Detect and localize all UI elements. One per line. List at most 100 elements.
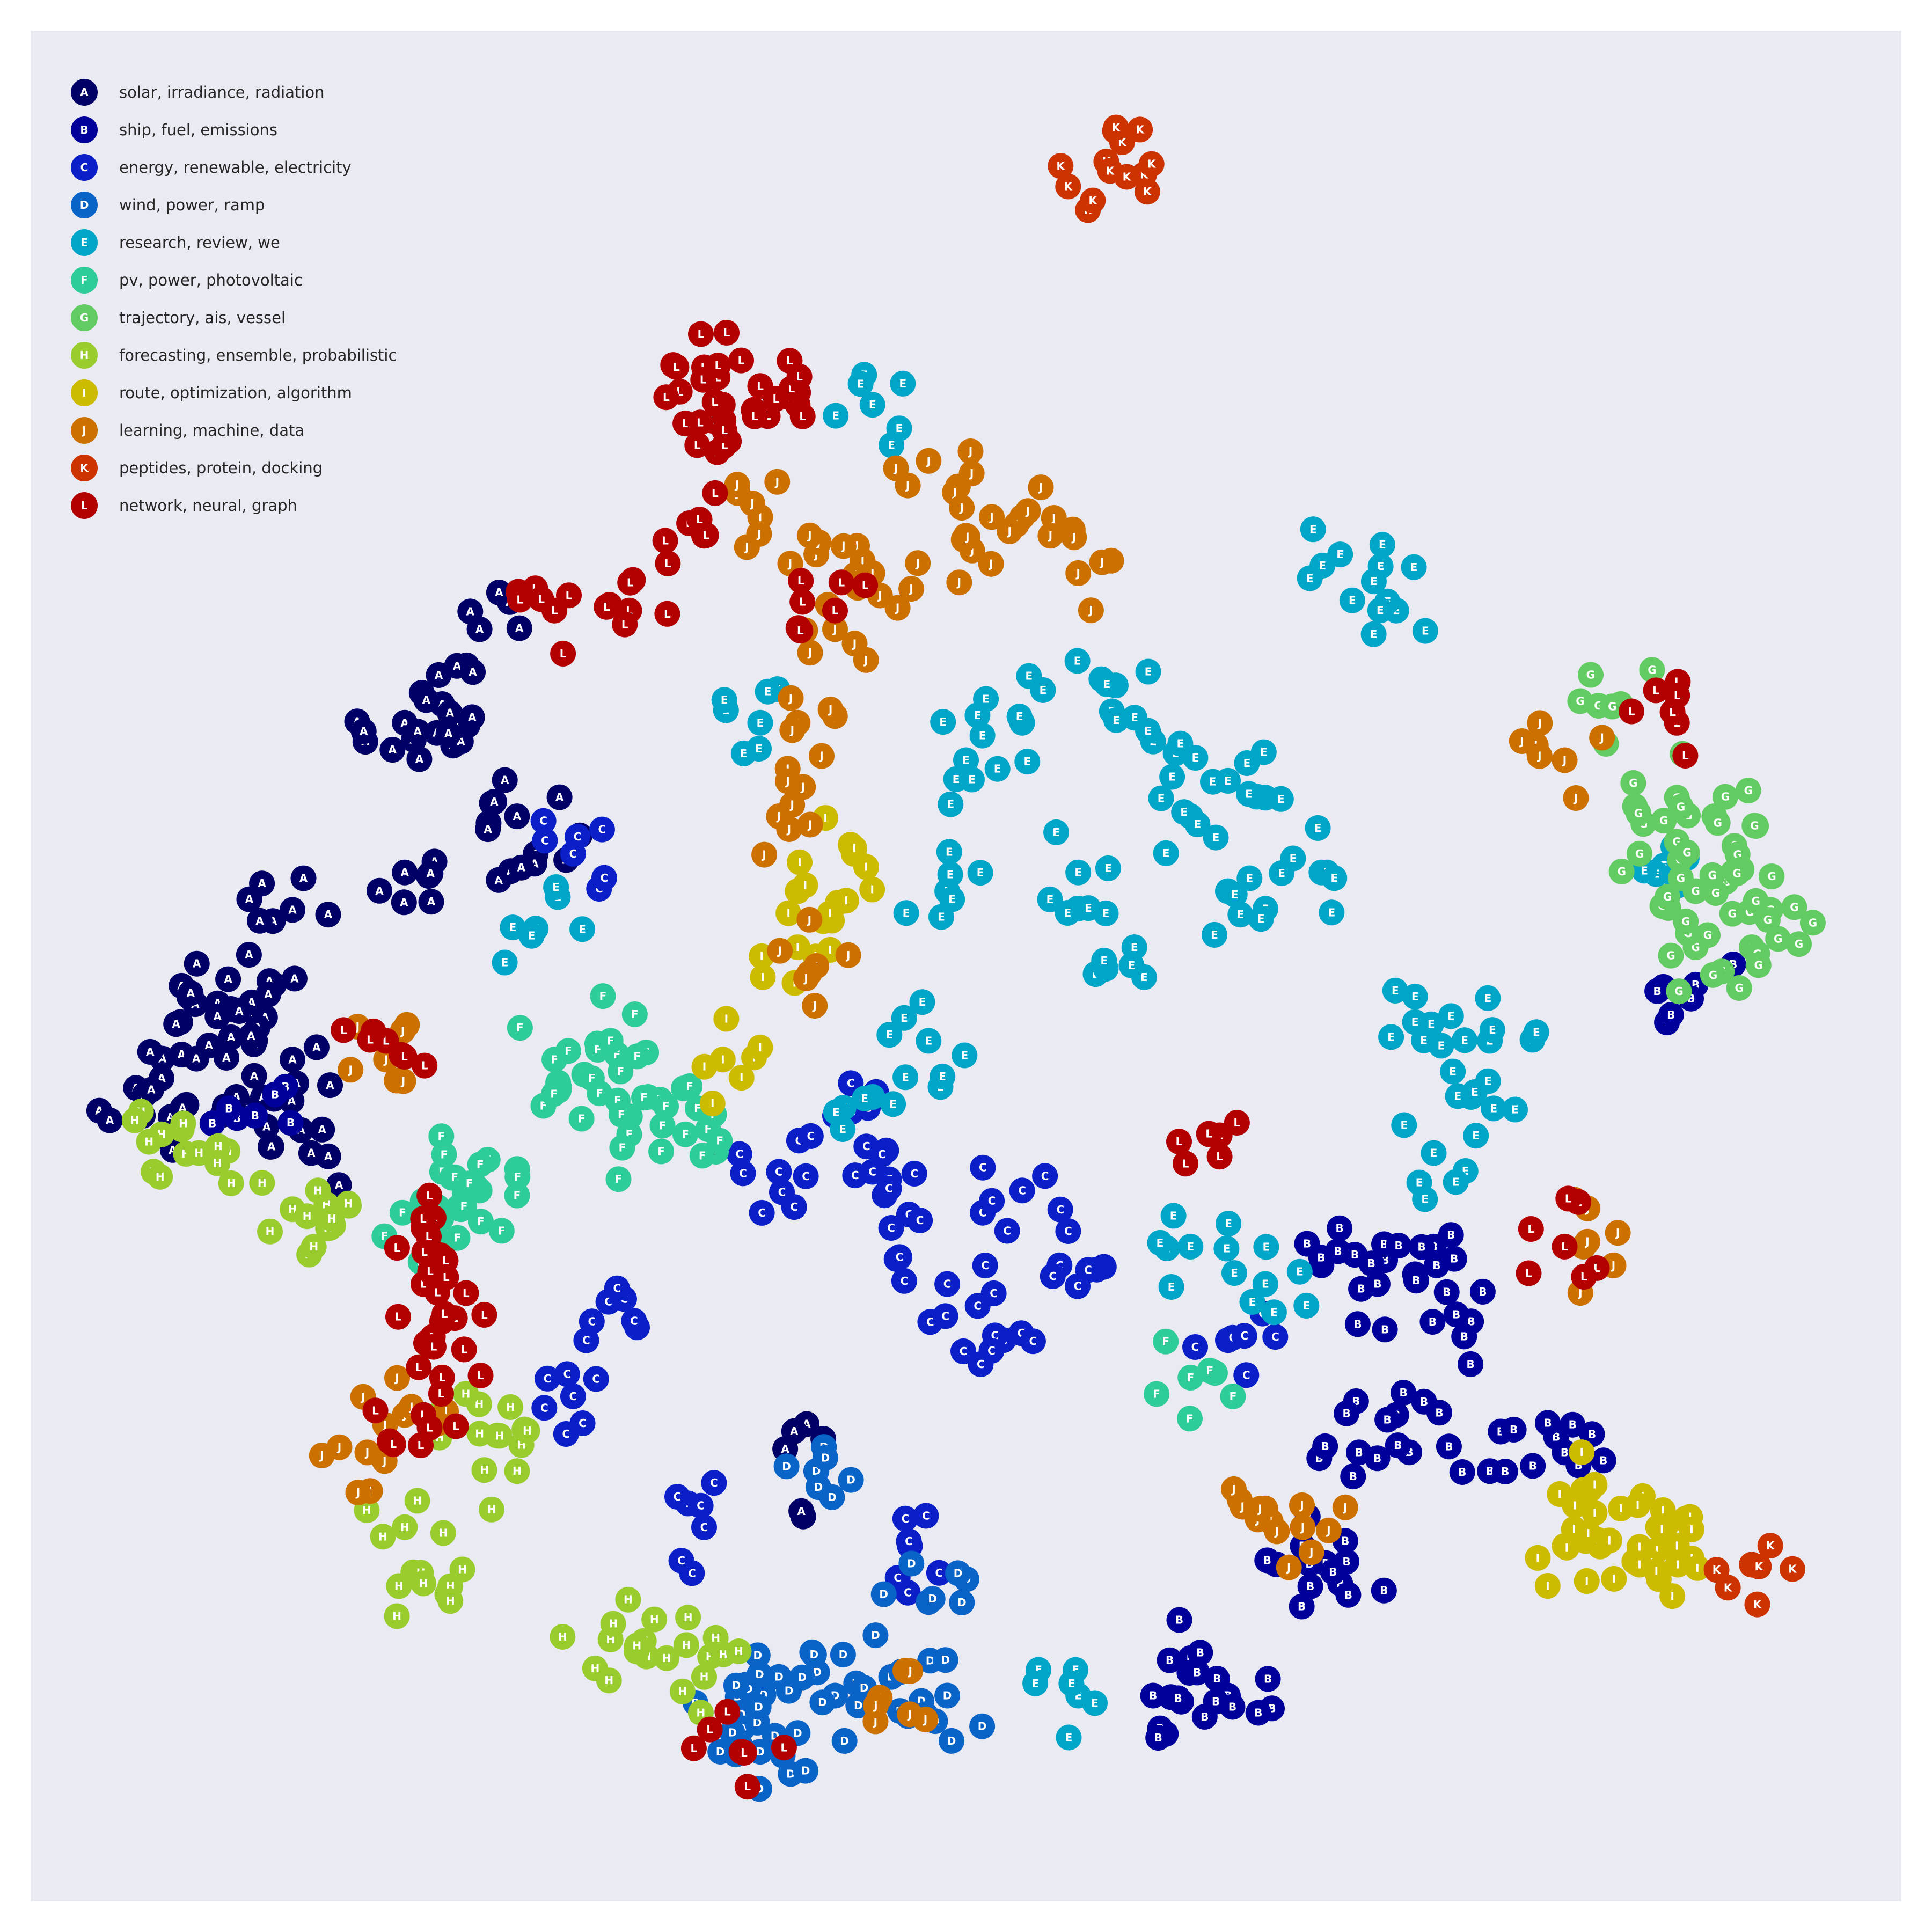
data-point-label: H — [446, 1594, 455, 1607]
data-point-d: D — [707, 1739, 734, 1765]
data-point-label: L — [723, 326, 730, 339]
data-point-marker — [1386, 1233, 1412, 1258]
data-point-k: K — [1746, 1554, 1772, 1579]
data-point-marker — [669, 1678, 696, 1704]
data-point-label: I — [852, 842, 856, 855]
data-point-marker — [215, 966, 241, 992]
data-point-label: E — [896, 422, 903, 435]
data-point-marker — [1569, 1439, 1595, 1466]
data-point-label: A — [400, 896, 408, 909]
data-point-label: J — [893, 462, 898, 475]
data-point-marker — [590, 983, 616, 1009]
data-point-l: L — [357, 1027, 383, 1053]
data-point-label: G — [1795, 938, 1803, 950]
data-point-label: E — [1103, 678, 1111, 691]
data-point-g: G — [1799, 910, 1826, 936]
data-point-label: L — [340, 1023, 347, 1036]
data-point-marker — [1735, 778, 1761, 803]
data-point-label: H — [700, 1671, 709, 1684]
data-point-f: F — [608, 1102, 634, 1128]
data-point-e: E — [1391, 1112, 1417, 1138]
data-point-h: H — [582, 1655, 608, 1681]
data-point-label: C — [1242, 1368, 1250, 1381]
legend-marker: E — [71, 229, 98, 256]
data-point-marker — [684, 432, 711, 458]
data-point-label: H — [682, 1638, 691, 1651]
data-point-a: A — [379, 737, 406, 763]
data-point-label: L — [1205, 1128, 1212, 1140]
data-point-marker — [404, 1488, 430, 1514]
data-point-b: B — [1469, 1278, 1496, 1305]
data-point-label: A — [288, 1053, 297, 1066]
data-point-label: G — [1774, 933, 1782, 946]
data-point-marker — [555, 1038, 581, 1064]
data-point-j: J — [338, 1057, 364, 1083]
data-point-marker — [1436, 1433, 1462, 1460]
data-point-label: J — [807, 818, 812, 831]
data-point-label: D — [978, 1720, 987, 1733]
data-point-a: A — [486, 580, 512, 606]
data-point-e: E — [1135, 718, 1161, 744]
data-point-e: E — [953, 747, 979, 773]
data-point-marker — [916, 1028, 942, 1054]
data-point-label: H — [662, 1652, 671, 1665]
data-point-f: F — [1153, 1328, 1179, 1355]
legend-marker: K — [71, 455, 98, 481]
data-point-label: L — [799, 410, 806, 423]
data-point-l: L — [1659, 699, 1686, 725]
data-point-marker — [697, 1716, 723, 1743]
data-point-label: J — [989, 510, 993, 523]
data-point-label: H — [213, 1157, 222, 1170]
data-point-label: H — [711, 1631, 720, 1644]
data-point-label: G — [1735, 982, 1743, 994]
data-point-label: J — [777, 945, 781, 957]
data-point-marker — [315, 902, 341, 928]
data-point-label: E — [1091, 1697, 1099, 1710]
data-point-i: I — [1574, 1568, 1600, 1594]
data-point-i: I — [699, 1091, 726, 1117]
data-point-label: F — [631, 1008, 639, 1021]
data-point-j: J — [764, 469, 791, 495]
data-point-label: J — [408, 1400, 413, 1413]
data-point-label: J — [854, 539, 859, 552]
data-point-b: B — [1644, 978, 1671, 1004]
data-point-marker — [1166, 1607, 1192, 1633]
data-point-marker — [1236, 781, 1262, 807]
data-point-label: B — [1510, 1423, 1518, 1436]
data-point-label: J — [347, 1063, 352, 1076]
data-point-marker — [769, 1179, 795, 1205]
data-point-marker — [1095, 855, 1121, 881]
data-point-j: J — [740, 491, 765, 516]
data-point-marker — [1481, 1095, 1507, 1122]
data-point-marker — [1187, 1640, 1213, 1666]
data-point-e: E — [1463, 1123, 1489, 1149]
data-point-marker — [649, 1113, 676, 1139]
data-point-b: B — [1419, 1309, 1446, 1335]
data-point-label: A — [247, 1030, 255, 1043]
data-point-label: I — [1557, 1488, 1561, 1501]
data-point-label: C — [588, 1315, 596, 1328]
data-point-label: J — [907, 1665, 912, 1678]
data-point-label: G — [1674, 985, 1683, 998]
data-point-e: E — [1058, 1670, 1085, 1696]
data-point-e: E — [1184, 811, 1211, 838]
data-point-marker — [136, 1129, 162, 1155]
data-point-marker — [1704, 810, 1731, 836]
data-point-label: E — [1023, 755, 1031, 768]
data-point-label: J — [807, 529, 811, 542]
data-point-marker — [553, 1421, 579, 1447]
data-point-label: E — [1074, 866, 1082, 879]
data-point-c: C — [1182, 1334, 1208, 1360]
data-point-marker — [1103, 114, 1129, 141]
data-point-i: I — [1582, 1500, 1608, 1526]
data-point-label: D — [879, 1588, 888, 1601]
data-point-marker — [1315, 1517, 1342, 1543]
data-point-marker — [949, 1590, 975, 1615]
data-point-e: E — [1030, 677, 1056, 703]
data-point-c: C — [896, 1528, 922, 1555]
data-point-a: A — [406, 746, 433, 772]
data-point-label: A — [224, 973, 232, 986]
data-point-label: C — [1056, 1203, 1064, 1216]
data-point-c: C — [901, 1160, 927, 1187]
